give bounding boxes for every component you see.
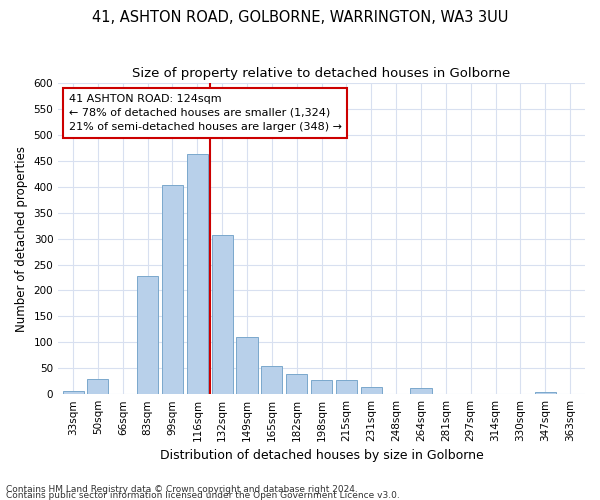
Bar xyxy=(410,388,431,394)
Bar xyxy=(262,366,283,394)
Y-axis label: Number of detached properties: Number of detached properties xyxy=(15,146,28,332)
Bar xyxy=(137,276,158,394)
X-axis label: Distribution of detached houses by size in Golborne: Distribution of detached houses by size … xyxy=(160,450,484,462)
Bar xyxy=(286,374,307,394)
Bar xyxy=(162,185,183,394)
Bar xyxy=(88,378,109,394)
Bar xyxy=(361,388,382,394)
Text: Contains public sector information licensed under the Open Government Licence v3: Contains public sector information licen… xyxy=(6,490,400,500)
Text: Contains HM Land Registry data © Crown copyright and database right 2024.: Contains HM Land Registry data © Crown c… xyxy=(6,484,358,494)
Bar xyxy=(535,392,556,394)
Bar xyxy=(311,380,332,394)
Bar xyxy=(212,235,233,394)
Bar xyxy=(187,154,208,394)
Bar xyxy=(336,380,357,394)
Title: Size of property relative to detached houses in Golborne: Size of property relative to detached ho… xyxy=(133,68,511,80)
Bar xyxy=(236,337,257,394)
Bar xyxy=(62,391,83,394)
Text: 41, ASHTON ROAD, GOLBORNE, WARRINGTON, WA3 3UU: 41, ASHTON ROAD, GOLBORNE, WARRINGTON, W… xyxy=(92,10,508,25)
Text: 41 ASHTON ROAD: 124sqm
← 78% of detached houses are smaller (1,324)
21% of semi-: 41 ASHTON ROAD: 124sqm ← 78% of detached… xyxy=(69,94,342,132)
